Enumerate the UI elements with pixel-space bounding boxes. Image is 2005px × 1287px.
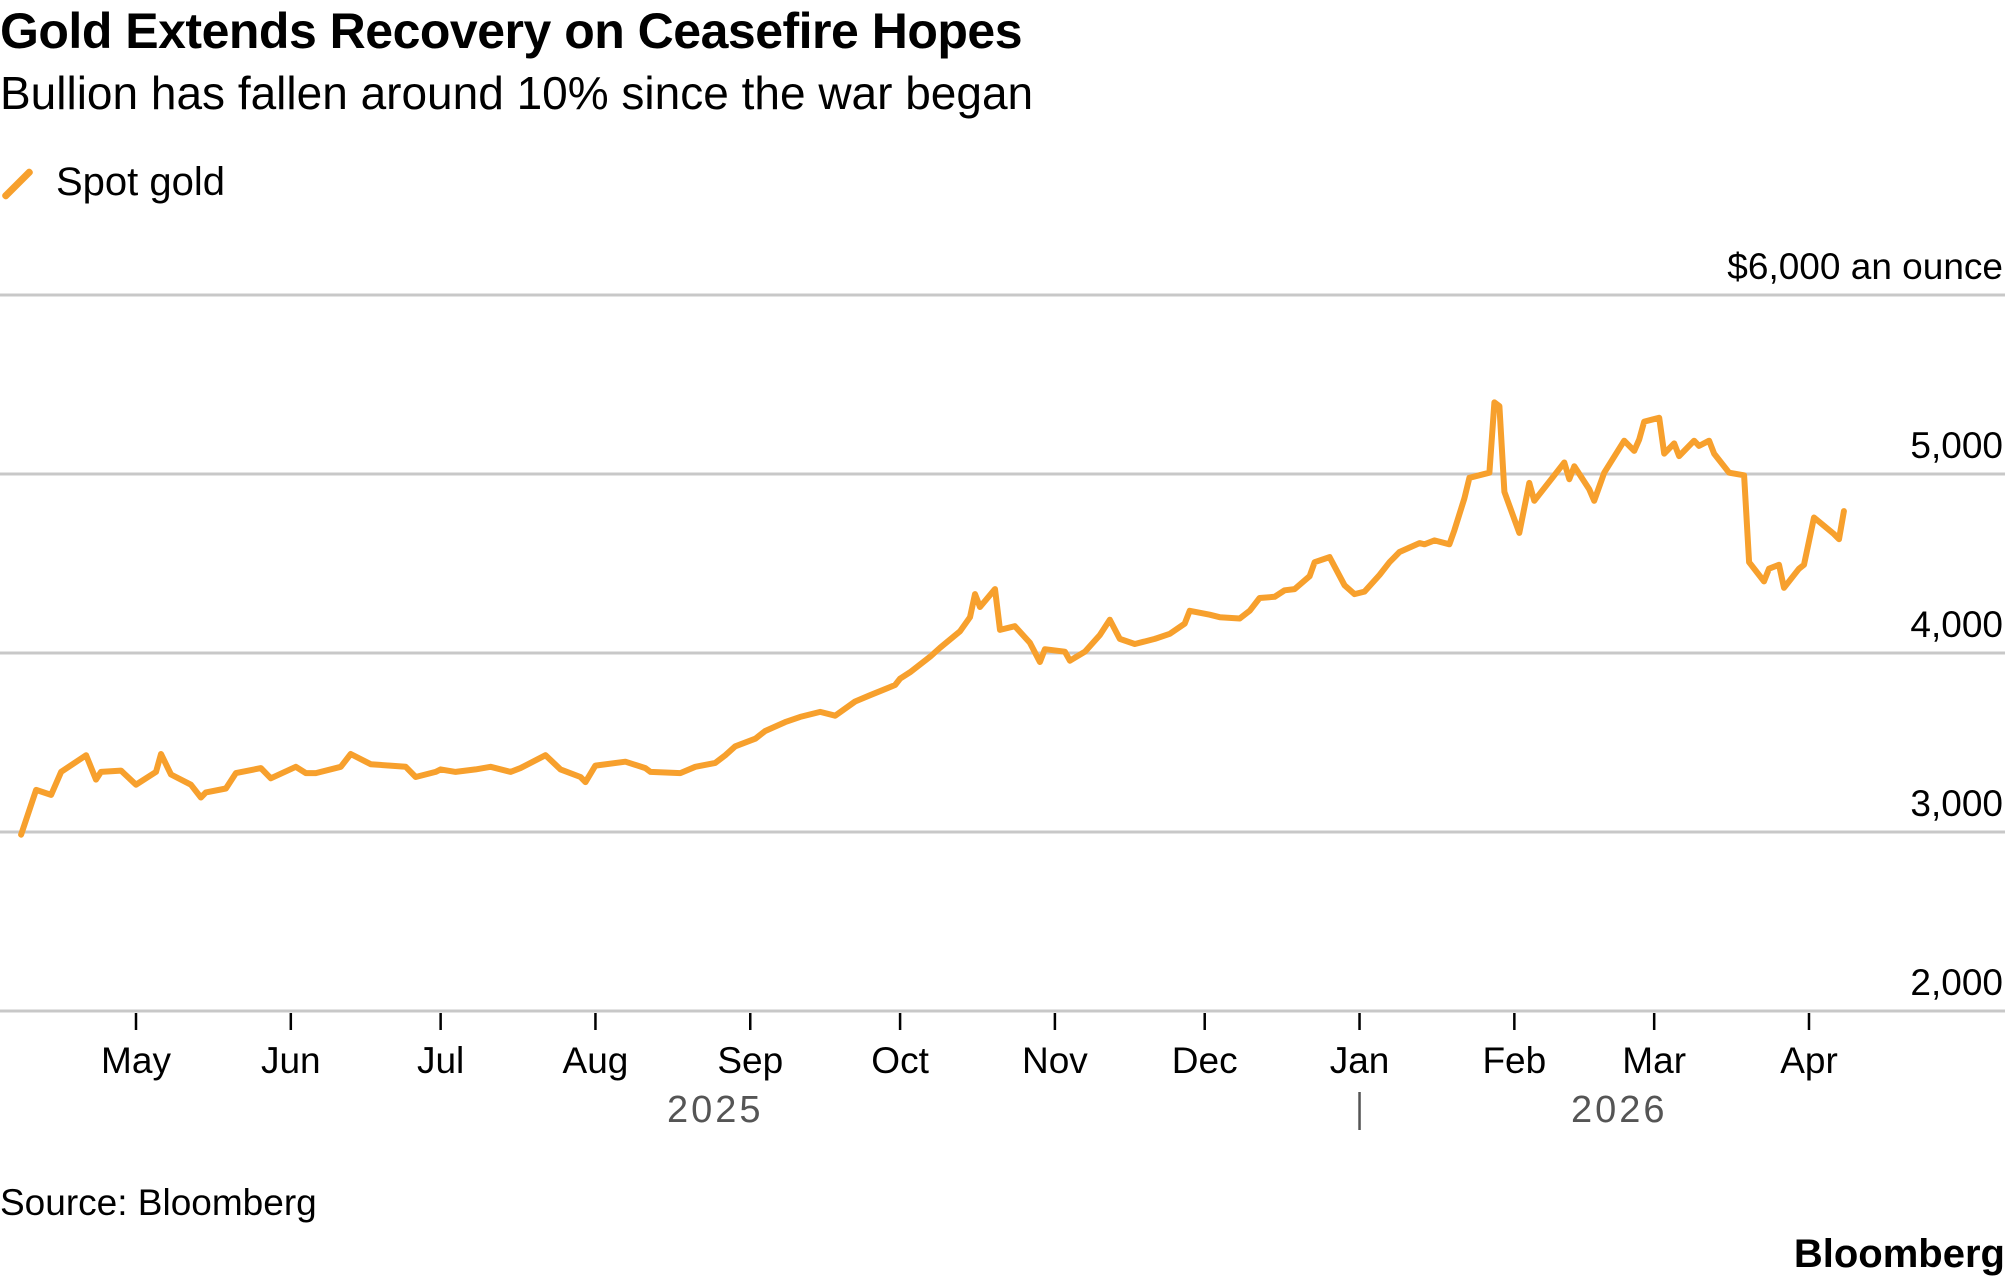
x-tick-label: Mar (1622, 1040, 1686, 1081)
y-tick-label: $6,000 an ounce (1727, 246, 2003, 287)
year-label: 2026 (1571, 1089, 1668, 1131)
x-tick-label: May (101, 1040, 171, 1081)
x-tick-label: Jun (261, 1040, 321, 1081)
x-tick-label: Jan (1330, 1040, 1390, 1081)
legend: Spot gold (0, 160, 225, 205)
x-tick-label: Apr (1780, 1040, 1838, 1081)
chart-subtitle: Bullion has fallen around 10% since the … (0, 67, 1034, 119)
chart-title: Gold Extends Recovery on Ceasefire Hopes (0, 3, 1023, 59)
x-tick-label: Nov (1022, 1040, 1088, 1081)
y-tick-label: 3,000 (1910, 783, 2003, 824)
x-tick-label: Aug (563, 1040, 629, 1081)
source-note: Source: Bloomberg (0, 1182, 317, 1223)
y-tick-label: 2,000 (1910, 962, 2003, 1003)
x-tick-label: Feb (1482, 1040, 1546, 1081)
x-tick-label: Sep (717, 1040, 783, 1081)
year-label: 2025 (667, 1089, 764, 1131)
bloomberg-logo: Bloomberg (1793, 1232, 2005, 1276)
y-tick-label: 4,000 (1910, 604, 2003, 645)
series-line-spot-gold (18, 399, 1847, 838)
x-tick-label: Jul (417, 1040, 464, 1081)
x-tick-label: Oct (871, 1040, 929, 1081)
legend-label: Spot gold (56, 160, 226, 204)
x-tick-label: Dec (1172, 1040, 1238, 1081)
y-tick-label: 5,000 (1910, 425, 2003, 466)
